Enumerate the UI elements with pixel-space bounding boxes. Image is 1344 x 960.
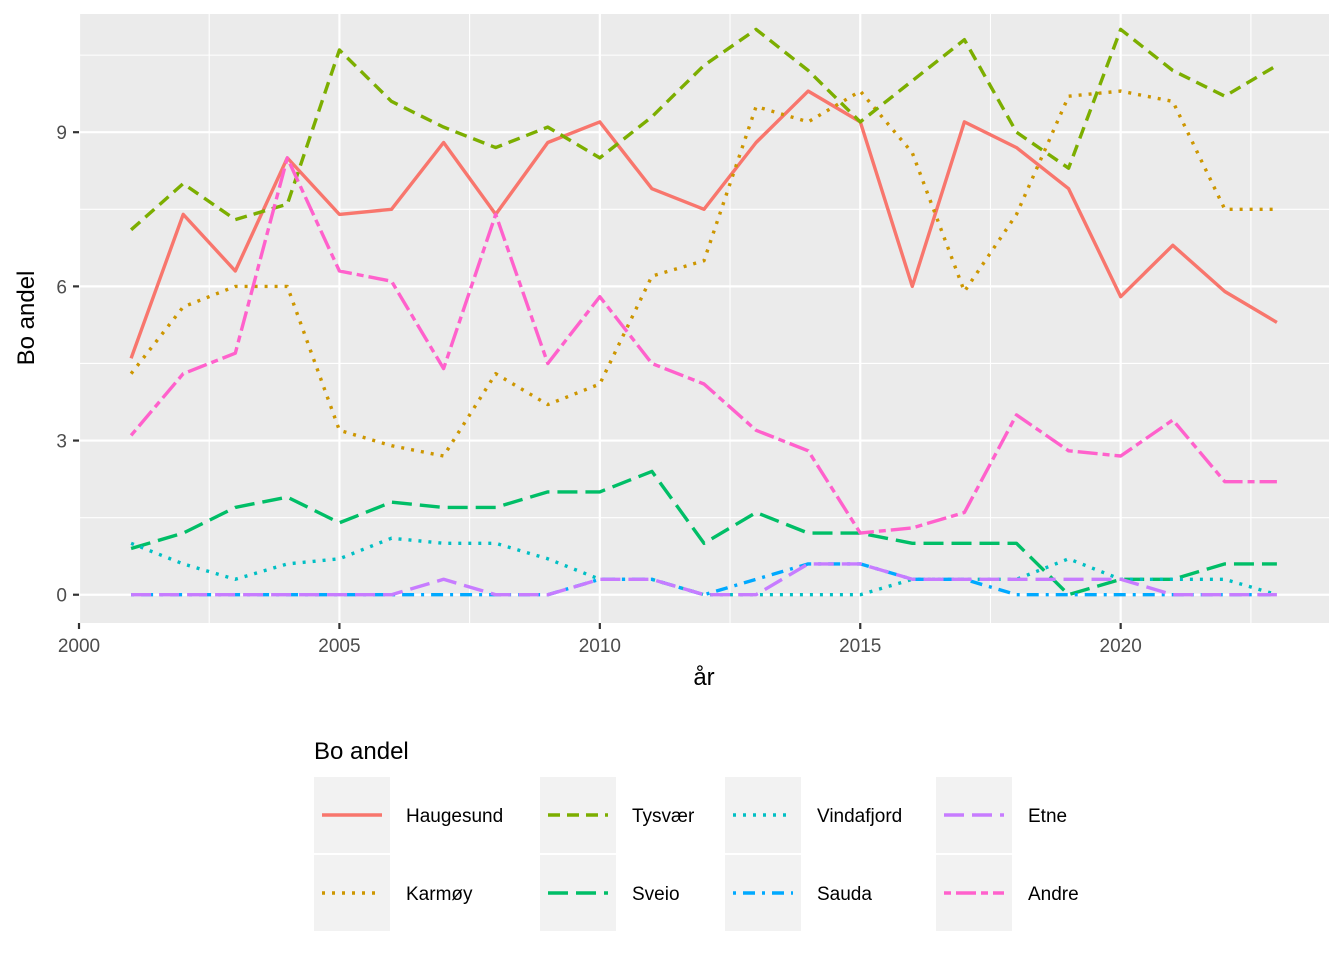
- y-tick-label: 6: [56, 277, 67, 298]
- x-tick-label: 2020: [1100, 636, 1142, 657]
- y-axis-title: Bo andel: [13, 271, 40, 366]
- plot-panel: [79, 14, 1329, 623]
- legend-label-karm-y: Karmøy: [406, 884, 473, 905]
- x-tick-label: 2000: [58, 636, 100, 657]
- y-tick-label: 3: [56, 432, 67, 453]
- legend-label-etne: Etne: [1028, 806, 1067, 827]
- legend-label-andre: Andre: [1028, 884, 1079, 905]
- legend-label-sveio: Sveio: [632, 884, 680, 905]
- y-tick-label: 9: [56, 123, 67, 144]
- x-axis-title: år: [693, 664, 714, 691]
- y-axis: 0 3 6 9: [56, 123, 79, 607]
- legend-label-sauda: Sauda: [817, 884, 872, 905]
- series-line-sauda: [131, 562, 1277, 597]
- x-tick-label: 2005: [318, 636, 360, 657]
- series-line-haugesund: [129, 89, 1278, 359]
- x-tick-label: 2010: [579, 636, 621, 657]
- series-line-karm-y: [129, 89, 1277, 458]
- series-line-tysv-r: [129, 27, 1278, 232]
- legend: Bo andel Haugesund Tysvær Vindafjord Etne Ka…: [314, 738, 1079, 931]
- legend-label-vindafjord: Vindafjord: [817, 806, 902, 827]
- series-line-andre: [129, 156, 1277, 535]
- legend-label-tysv-r: Tysvær: [632, 806, 695, 827]
- y-tick-label: 0: [56, 586, 67, 607]
- x-axis: 2000 2005 2010 2015 2020: [58, 623, 1142, 657]
- legend-label-haugesund: Haugesund: [406, 806, 503, 827]
- series-line-sveio: [130, 469, 1277, 597]
- series-lines: [129, 27, 1278, 597]
- x-tick-label: 2015: [839, 636, 881, 657]
- legend-title: Bo andel: [314, 738, 409, 765]
